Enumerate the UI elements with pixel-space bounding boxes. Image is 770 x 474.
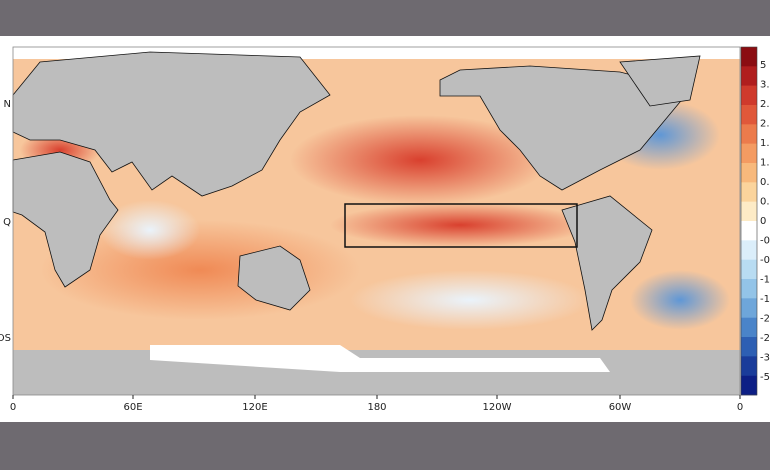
colorbar-label: 3. <box>760 80 770 91</box>
colorbar-swatch <box>741 259 757 280</box>
colorbar-swatch <box>741 375 757 396</box>
colorbar-label: -5 <box>760 372 770 383</box>
y-label: OS <box>0 333 11 344</box>
warm-anomaly <box>330 203 590 247</box>
colorbar <box>740 46 758 396</box>
cool-anomaly <box>100 200 200 260</box>
eurasia <box>12 51 331 197</box>
colorbar-label: -1 <box>760 294 770 305</box>
colorbar-label: 0. <box>760 177 770 188</box>
australia <box>237 245 311 311</box>
colorbar-label: -0 <box>760 255 770 266</box>
colorbar-swatch <box>741 356 757 376</box>
y-label: N <box>4 99 11 110</box>
colorbar-swatch <box>741 279 757 299</box>
colorbar-label: 2. <box>760 99 770 110</box>
x-label: 120W <box>483 402 512 413</box>
colorbar-swatch <box>741 143 757 164</box>
x-label: 120E <box>242 402 267 413</box>
africa <box>12 151 119 288</box>
colorbar-swatch <box>741 298 757 318</box>
sea-ice <box>150 345 610 372</box>
colorbar-swatch <box>741 317 757 338</box>
colorbar-label: -1 <box>760 275 770 286</box>
colorbar-swatch <box>741 201 757 222</box>
x-label: 0 <box>737 402 743 413</box>
colorbar-label: -0 <box>760 236 770 247</box>
north-america <box>439 65 691 191</box>
map <box>12 46 741 396</box>
colorbar-swatch <box>741 337 757 357</box>
axis-labels: 5 3. 2. 2. 1. 1. 0. 0. 0 -0 -0 -1 -1 -2 -2 -3 -5 0 60E 120E… <box>0 60 770 413</box>
nino-box <box>344 203 578 248</box>
top-bar <box>0 0 770 36</box>
greenland <box>619 55 701 107</box>
colorbar-swatch <box>741 182 757 202</box>
cool-anomaly <box>350 270 590 330</box>
colorbar-label: 2. <box>760 119 770 130</box>
colorbar-label: 0 <box>760 216 766 227</box>
colorbar-label: 0. <box>760 197 770 208</box>
colorbar-swatch <box>741 163 757 183</box>
antarctica <box>13 350 740 395</box>
colorbar-label: 1. <box>760 138 770 149</box>
colorbar-swatch <box>741 47 757 67</box>
x-label: 60W <box>609 402 632 413</box>
colorbar-label: -2 <box>760 333 770 344</box>
south-america <box>561 195 653 331</box>
colorbar-label: -3 <box>760 353 770 364</box>
x-label: 0 <box>10 402 16 413</box>
cool-anomaly <box>630 270 730 330</box>
colorbar-swatch <box>741 85 757 106</box>
bottom-bar <box>0 422 770 470</box>
colorbar-border <box>740 46 758 396</box>
colorbar-swatch <box>741 105 757 125</box>
colorbar-label: 1. <box>760 158 770 169</box>
colorbar-label: -2 <box>760 314 770 325</box>
colorbar-swatch <box>741 221 757 241</box>
x-label: 180 <box>367 402 386 413</box>
y-label: Q <box>3 217 11 228</box>
colorbar-swatch <box>741 124 757 144</box>
colorbar-swatch <box>741 240 757 260</box>
colorbar-swatch <box>741 66 757 86</box>
x-label: 60E <box>123 402 142 413</box>
colorbar-label: 5 <box>760 60 766 71</box>
warm-anomaly <box>290 115 550 205</box>
